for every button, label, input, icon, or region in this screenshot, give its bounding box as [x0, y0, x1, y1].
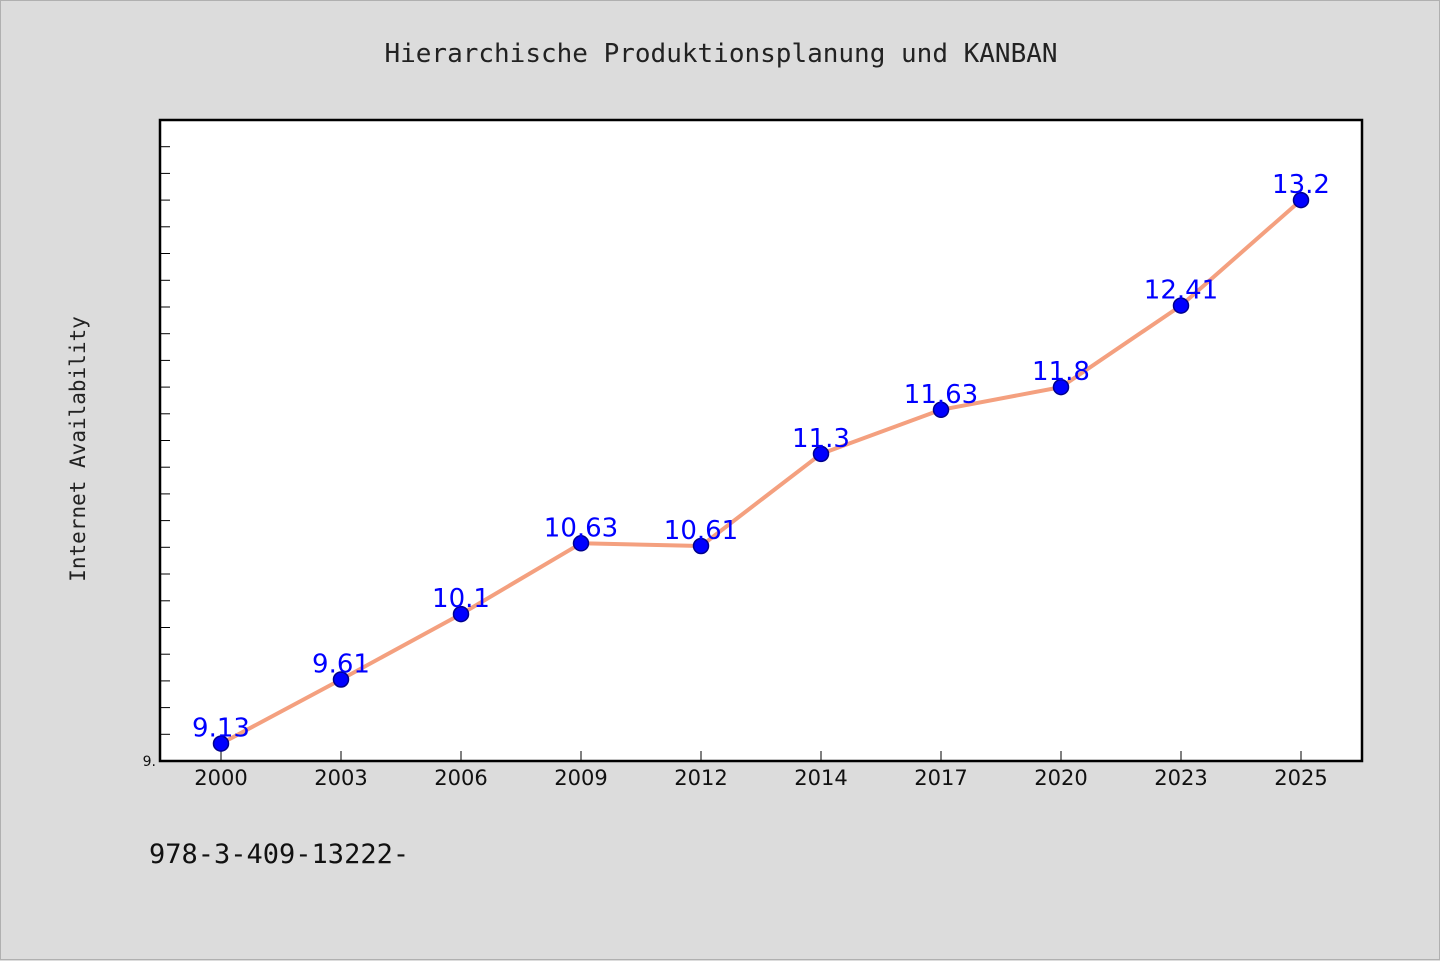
x-tick-label: 2012 — [674, 766, 727, 790]
chart-title: Hierarchische Produktionsplanung und KAN… — [384, 39, 1057, 69]
data-markers — [212, 191, 1310, 752]
data-label: 12.41 — [1144, 276, 1218, 306]
x-tick-label: 2000 — [194, 766, 247, 790]
data-point — [1172, 297, 1190, 314]
data-point — [692, 537, 710, 555]
x-tick-label: 2003 — [314, 766, 367, 790]
data-label: 9.13 — [192, 714, 250, 744]
data-point — [212, 735, 230, 752]
x-tick-label: 2025 — [1274, 766, 1327, 790]
data-label: 11.63 — [904, 380, 978, 410]
data-point — [1052, 378, 1070, 396]
x-tick-label: 2020 — [1034, 766, 1087, 790]
data-label: 13.2 — [1272, 170, 1330, 200]
data-label: 10.1 — [432, 584, 490, 614]
data-point — [812, 445, 830, 463]
data-label: 11.3 — [792, 424, 850, 454]
y-tick-label: 9. — [143, 754, 156, 770]
x-axis-ticks: 2000 2003 2006 2009 2012 2014 2017 2020 2023 2025 — [194, 751, 1328, 790]
series-lines — [220, 198, 1303, 746]
y-axis-ticks: 9. — [143, 146, 170, 770]
data-point — [572, 535, 590, 552]
x-tick-label: 2017 — [914, 766, 967, 790]
data-label: 9.61 — [312, 650, 370, 680]
x-tick-label: 2023 — [1154, 766, 1207, 790]
x-tick-label: 2009 — [554, 766, 607, 790]
x-tick-label: 2014 — [794, 766, 847, 790]
data-point — [332, 671, 350, 688]
data-point — [1292, 191, 1310, 209]
data-label: 10.63 — [544, 513, 618, 543]
data-label: 11.8 — [1032, 357, 1090, 387]
data-point — [932, 401, 950, 419]
series-line — [220, 198, 1303, 746]
data-point — [452, 605, 470, 623]
footer-text: 978-3-409-13222- — [149, 839, 409, 870]
plot-area — [158, 118, 1364, 763]
data-label: 10.61 — [664, 516, 738, 546]
x-tick-label: 2006 — [434, 766, 487, 790]
y-axis-label: Internet Availability — [66, 316, 90, 582]
data-labels: 9.13 9.61 10.1 10.63 10.61 11.3 11.63 11.8 12.41… — [192, 170, 1330, 744]
